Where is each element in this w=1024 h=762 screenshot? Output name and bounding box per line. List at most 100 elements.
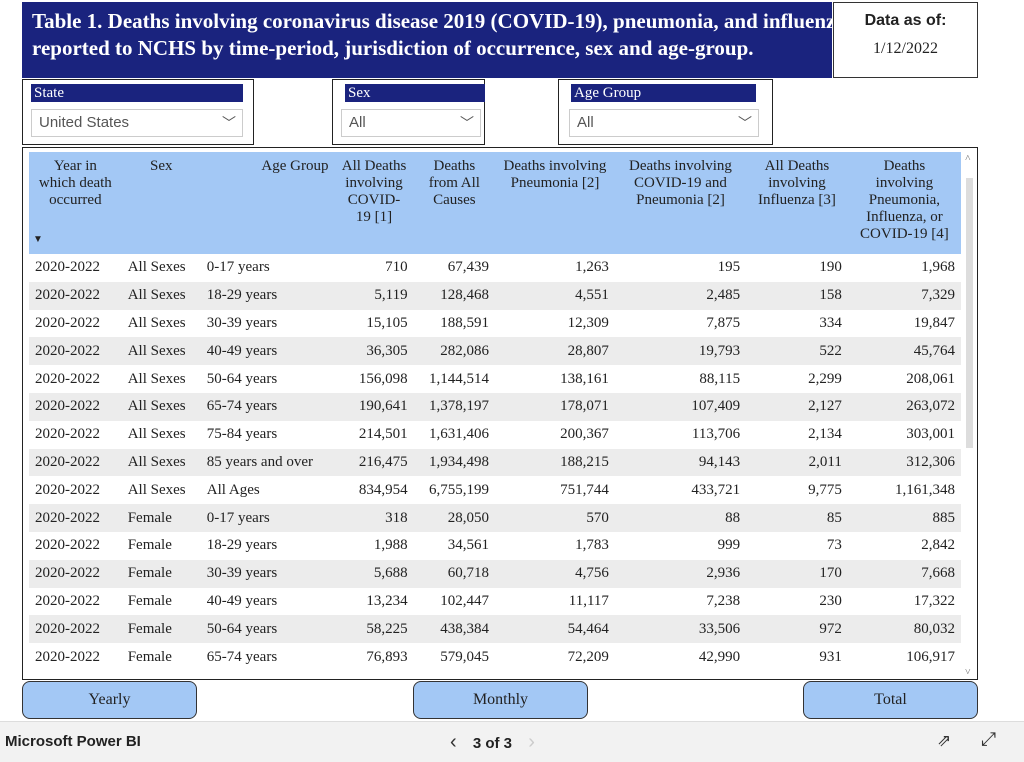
table-cell: 1,968 bbox=[921, 259, 955, 276]
table-cell: 7,668 bbox=[847, 559, 961, 588]
table-cell: 1,783 bbox=[575, 537, 609, 554]
column-header-pneumonia-deaths[interactable]: Deaths involving Pneumonia [2] bbox=[495, 152, 615, 254]
sort-descending-icon: ▼ bbox=[33, 234, 43, 245]
scroll-down-icon[interactable]: ˅ bbox=[965, 667, 971, 678]
table-row[interactable]: 2020-2022 All Sexes 18-29 years 5,119 128,46… bbox=[29, 281, 961, 310]
column-header-all-cause-deaths[interactable]: Deaths from All Causes bbox=[413, 152, 496, 254]
table-cell: 28,050 bbox=[413, 504, 496, 532]
table-cell: 1,263 bbox=[575, 259, 609, 276]
table-row[interactable]: 2020-2022 Female 30-39 years 5,688 60,718 4,7… bbox=[29, 559, 961, 588]
yearly-button[interactable]: Yearly bbox=[22, 681, 197, 719]
table-row[interactable]: 2020-2022 All Sexes 85 years and over 216,4… bbox=[29, 448, 961, 477]
chevron-down-icon: ﹀ bbox=[738, 115, 752, 131]
column-header-covid-deaths[interactable]: All Deaths involving COVID-19 [1] bbox=[334, 152, 414, 254]
table-row[interactable]: 2020-2022 All Sexes 30-39 years 15,105 188,5… bbox=[29, 310, 961, 338]
table-cell: 2,134 bbox=[808, 426, 842, 443]
table-cell: 6,755,199 bbox=[429, 481, 490, 498]
table-cell: All Sexes bbox=[127, 259, 186, 276]
table-cell: 282,086 bbox=[413, 337, 496, 366]
table-header-row: Year in which death occurred ▼ Sex Age G… bbox=[29, 152, 961, 254]
table-row[interactable]: 2020-2022 All Sexes 0-17 years 710 67,439 1,2… bbox=[29, 254, 961, 282]
table-cell: 710 bbox=[385, 259, 408, 276]
scrollbar-thumb[interactable] bbox=[966, 178, 973, 448]
table-cell: 2020-2022 bbox=[35, 370, 100, 387]
table-cell: 2020-2022 bbox=[35, 426, 100, 443]
table-cell: 579,045 bbox=[440, 648, 490, 665]
chevron-right-icon[interactable]: › bbox=[528, 731, 535, 753]
age-group-dropdown[interactable]: All ﹀ bbox=[569, 109, 759, 137]
table-cell: 170 bbox=[746, 559, 848, 588]
table-cell: 13,234 bbox=[366, 592, 408, 609]
table-cell: 30-39 years bbox=[206, 314, 278, 331]
expand-icon[interactable]: ⤢ bbox=[981, 729, 997, 750]
state-dropdown[interactable]: United States ﹀ bbox=[31, 109, 243, 137]
table-cell: 1,378,197 bbox=[413, 392, 496, 421]
table-cell: 2020-2022 bbox=[29, 559, 122, 588]
table-cell: 54,464 bbox=[495, 615, 615, 644]
table-cell: 2020-2022 bbox=[29, 337, 122, 366]
table-cell: 2,485 bbox=[614, 281, 747, 310]
table-cell: 18-29 years bbox=[206, 537, 278, 554]
report-title-line1: Table 1. Deaths involving coronavirus di… bbox=[32, 9, 846, 33]
column-header-pic-deaths[interactable]: Deaths involving Pneumonia, Influenza, o… bbox=[847, 152, 961, 254]
monthly-button[interactable]: Monthly bbox=[413, 681, 588, 719]
table-cell: 12,309 bbox=[567, 314, 609, 331]
table-cell: All Sexes bbox=[127, 426, 186, 443]
table-cell: 2020-2022 bbox=[29, 615, 122, 644]
scroll-up-icon[interactable]: ˄ bbox=[965, 153, 971, 164]
sex-slicer: Sex All ﹀ bbox=[332, 79, 485, 145]
table-cell: 208,061 bbox=[906, 370, 955, 387]
column-header-year[interactable]: Year in which death occurred ▼ bbox=[29, 152, 122, 254]
table-cell: Female bbox=[127, 648, 172, 665]
table-cell: 190 bbox=[819, 259, 842, 276]
page-navigator: ‹ 3 of 3 › bbox=[444, 731, 541, 754]
powerbi-brand: Microsoft Power BI bbox=[5, 733, 141, 750]
column-header-age-group[interactable]: Age Group bbox=[200, 152, 335, 254]
table-row[interactable]: 2020-2022 Female 0-17 years 318 28,050 570 88 8… bbox=[29, 504, 961, 532]
table-cell: Female bbox=[127, 537, 172, 554]
table-cell: All Ages bbox=[206, 481, 260, 498]
table-row[interactable]: 2020-2022 Female 18-29 years 1,988 34,561 1,7… bbox=[29, 532, 961, 560]
table-cell: 230 bbox=[819, 592, 842, 609]
column-header-influenza-deaths[interactable]: All Deaths involving Influenza [3] bbox=[746, 152, 848, 254]
table-cell: 570 bbox=[495, 504, 615, 532]
table-cell: 188,591 bbox=[440, 314, 490, 331]
table-cell: 2,842 bbox=[921, 537, 955, 554]
table-scrollbar[interactable]: ˄ ˅ bbox=[964, 153, 974, 678]
table-cell: 312,306 bbox=[847, 448, 961, 477]
column-header-covid-pneumonia-deaths[interactable]: Deaths involving COVID-19 and Pneumonia … bbox=[614, 152, 747, 254]
table-cell: All Sexes bbox=[121, 392, 201, 421]
table-row[interactable]: 2020-2022 Female 65-74 years 76,893 579,045 7… bbox=[29, 643, 961, 671]
table-cell: 107,409 bbox=[614, 392, 747, 421]
total-button[interactable]: Total bbox=[803, 681, 978, 719]
table-row[interactable]: 2020-2022 All Sexes 75-84 years 214,501 1,63… bbox=[29, 421, 961, 449]
table-row[interactable]: 2020-2022 All Sexes 65-74 years 190,641 1,37… bbox=[29, 392, 961, 421]
table-cell: 18-29 years bbox=[200, 281, 335, 310]
table-cell: Female bbox=[121, 615, 201, 644]
sex-dropdown[interactable]: All ﹀ bbox=[341, 109, 481, 137]
table-cell: 76,893 bbox=[366, 648, 408, 665]
data-table: Year in which death occurred ▼ Sex Age G… bbox=[29, 152, 961, 671]
table-cell: 106,917 bbox=[906, 648, 955, 665]
table-cell: 433,721 bbox=[691, 481, 741, 498]
table-cell: 42,990 bbox=[698, 648, 741, 665]
table-row[interactable]: 2020-2022 All Sexes 50-64 years 156,098 1,14… bbox=[29, 365, 961, 393]
table-row[interactable]: 2020-2022 Female 40-49 years 13,234 102,447 1… bbox=[29, 588, 961, 616]
chevron-left-icon[interactable]: ‹ bbox=[450, 731, 457, 753]
table-cell: 50-64 years bbox=[200, 615, 335, 644]
table-cell: 19,847 bbox=[913, 314, 955, 331]
table-cell: 138,161 bbox=[560, 370, 609, 387]
table-cell: 2020-2022 bbox=[35, 259, 100, 276]
table-row[interactable]: 2020-2022 Female 50-64 years 58,225 438,384 5… bbox=[29, 615, 961, 644]
table-cell: 36,305 bbox=[334, 337, 414, 366]
table-cell: 85 years and over bbox=[200, 448, 335, 477]
table-cell: 33,506 bbox=[614, 615, 747, 644]
table-cell: 102,447 bbox=[440, 592, 490, 609]
column-header-sex[interactable]: Sex bbox=[121, 152, 201, 254]
table-cell: 94,143 bbox=[614, 448, 747, 477]
table-row[interactable]: 2020-2022 All Sexes 40-49 years 36,305 282,0… bbox=[29, 337, 961, 366]
table-cell: 522 bbox=[746, 337, 848, 366]
table-cell: 2,299 bbox=[808, 370, 842, 387]
table-row[interactable]: 2020-2022 All Sexes All Ages 834,954 6,755,1… bbox=[29, 476, 961, 504]
share-icon[interactable]: ⇗ bbox=[937, 731, 952, 750]
